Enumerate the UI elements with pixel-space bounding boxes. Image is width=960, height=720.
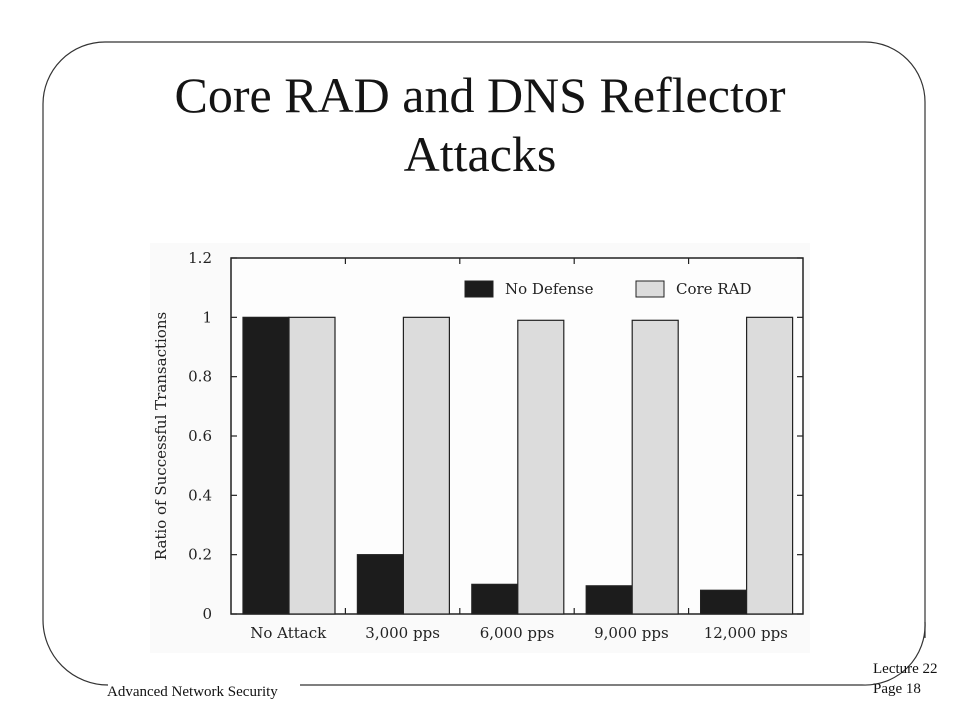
y-tick-label: 1 <box>202 308 212 326</box>
bar-core-rad <box>288 316 336 615</box>
slide-title-line-2: Attacks <box>403 126 557 182</box>
footer-lecture: Lecture 22 <box>873 661 938 677</box>
legend: No Defense Core RAD <box>464 280 751 298</box>
legend-swatch-core-rad <box>635 280 665 298</box>
footer-course-name: Advanced Network Security <box>107 684 278 700</box>
x-tick-label: 12,000 pps <box>704 624 788 642</box>
frame-bottom-line <box>300 621 926 686</box>
bar-core-rad <box>402 316 450 615</box>
bar-no-defense <box>585 585 633 615</box>
y-tick-label: 0.4 <box>188 486 212 504</box>
chart-panel: 0 0.2 0.4 0.6 0.8 1 1.2 No Attack 3,000 pps 6,00… <box>150 243 810 653</box>
bar-chart: 0 0.2 0.4 0.6 0.8 1 1.2 No Attack 3,000 pps 6,00… <box>152 249 804 642</box>
slide-title-line-1: Core RAD and DNS Reflector <box>174 67 786 123</box>
footer-page-number: Page 18 <box>873 681 921 697</box>
y-tick-label: 0 <box>202 605 212 623</box>
bar-no-defense <box>471 583 519 615</box>
y-tick-label: 0.2 <box>188 546 212 564</box>
legend-label-no-defense: No Defense <box>505 280 594 298</box>
bar-no-defense <box>699 589 748 615</box>
slide-title: Core RAD and DNS Reflector Attacks <box>60 66 900 184</box>
bar-no-defense <box>356 554 404 615</box>
y-tick-label: 0.8 <box>188 368 212 386</box>
bar-no-defense <box>242 316 290 615</box>
bar-series <box>242 316 794 615</box>
x-tick-label: 6,000 pps <box>480 624 555 642</box>
frame-top-line <box>105 41 926 638</box>
y-tick-label: 0.6 <box>188 427 212 445</box>
x-axis: No Attack 3,000 pps 6,000 pps 9,000 pps 12,0… <box>250 258 788 642</box>
frame-left-line <box>42 41 109 686</box>
bar-core-rad <box>745 316 794 615</box>
x-tick-label: 3,000 pps <box>365 624 440 642</box>
y-axis-label: Ratio of Successful Transactions <box>152 312 170 560</box>
y-tick-label: 1.2 <box>188 249 212 267</box>
bar-core-rad <box>517 319 565 615</box>
footer-page-info: Lecture 22 Page 18 <box>873 659 938 699</box>
legend-swatch-no-defense <box>464 280 494 298</box>
x-tick-label: 9,000 pps <box>594 624 669 642</box>
x-tick-label: No Attack <box>250 624 327 642</box>
legend-label-core-rad: Core RAD <box>676 280 751 298</box>
y-axis: 0 0.2 0.4 0.6 0.8 1 1.2 <box>188 249 803 623</box>
bar-core-rad <box>631 319 679 615</box>
